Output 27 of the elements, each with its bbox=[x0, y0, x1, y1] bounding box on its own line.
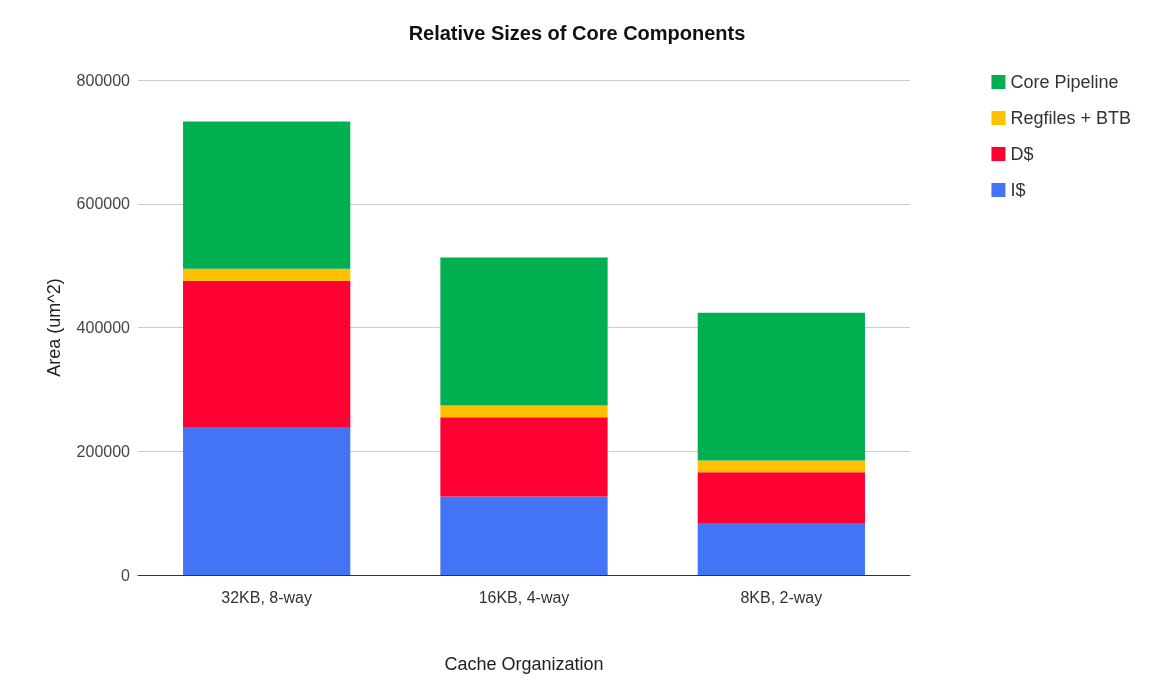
bar bbox=[183, 427, 351, 575]
chart-title: Relative Sizes of Core Components bbox=[408, 22, 746, 44]
y-tick-label: 400000 bbox=[76, 319, 131, 336]
y-axis-title: Area (um^2) bbox=[44, 278, 64, 377]
x-tick-label: 16KB, 4-way bbox=[478, 588, 570, 606]
legend-label: I$ bbox=[1010, 180, 1026, 200]
bar bbox=[440, 257, 608, 406]
y-tick-label: 200000 bbox=[76, 442, 131, 460]
bar bbox=[440, 496, 608, 575]
bar bbox=[183, 281, 351, 428]
bar bbox=[183, 268, 351, 282]
legend-label: Core Pipeline bbox=[1010, 72, 1119, 92]
bar bbox=[440, 405, 608, 418]
bar bbox=[440, 417, 608, 497]
legend-label: Regfiles + BTB bbox=[1010, 108, 1132, 128]
y-tick-label: 600000 bbox=[76, 195, 131, 213]
bar bbox=[183, 121, 351, 269]
x-tick-label: 32KB, 8-way bbox=[221, 588, 313, 606]
y-tick-label: 800000 bbox=[76, 71, 131, 89]
x-axis-title: Cache Organization bbox=[444, 654, 604, 674]
bar bbox=[697, 460, 865, 473]
y-tick-label: 0 bbox=[121, 566, 131, 584]
bar bbox=[697, 312, 865, 461]
bar bbox=[697, 472, 865, 524]
legend-label: D$ bbox=[1010, 144, 1034, 164]
bar bbox=[697, 523, 865, 575]
x-tick-label: 8KB, 2-way bbox=[740, 588, 823, 606]
